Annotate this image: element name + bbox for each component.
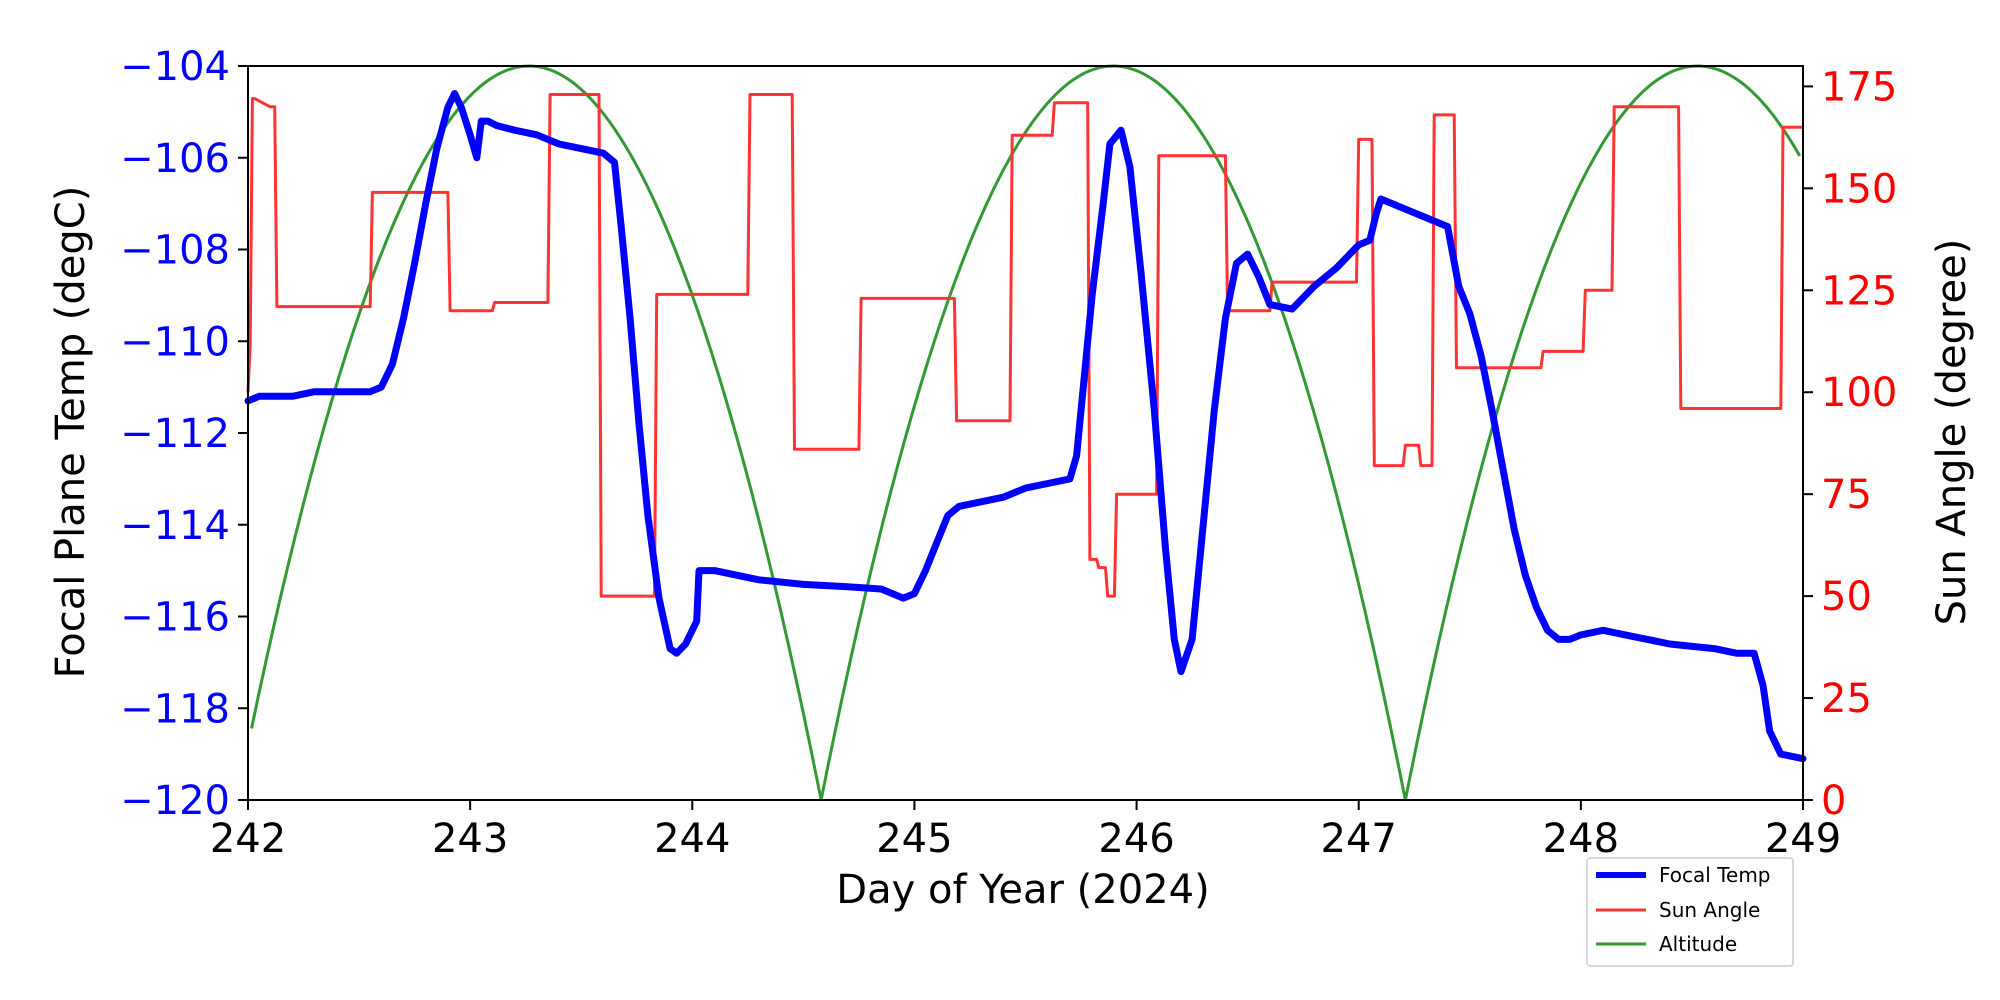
y-right-tick-label: 150 (1821, 166, 1897, 212)
x-tick-label: 249 (1765, 816, 1841, 862)
series-focal-temp-line (244, 90, 1807, 763)
y-right-tick-label: 75 (1821, 472, 1872, 518)
legend-box (1586, 857, 1794, 967)
y-left-tick-label: −116 (120, 595, 230, 641)
x-tick-label: 246 (1098, 816, 1174, 862)
x-tick-label: 248 (1543, 816, 1619, 862)
series-layer (244, 64, 1807, 801)
legend: Focal Temp Sun Angle Altitude (1586, 857, 1794, 967)
y-right-tick-label: 125 (1821, 268, 1897, 314)
x-tick-label: 245 (876, 816, 952, 862)
y-left-tick-label: −112 (120, 411, 230, 457)
axes-layer: 242 243 244 245 246 247 248 249 −120 −118 −116 −114… (120, 44, 1897, 862)
y-right-axis-title: Sun Angle (degree) (1929, 239, 1975, 626)
x-tick-label: 242 (210, 816, 286, 862)
x-tick-label: 243 (432, 816, 508, 862)
y-left-tick-label: −118 (120, 686, 230, 732)
x-tick-label: 247 (1321, 816, 1397, 862)
legend-label-altitude: Altitude (1659, 932, 1737, 956)
x-axis-title: Day of Year (2024) (836, 867, 1209, 913)
y-left-tick-label: −114 (120, 503, 230, 549)
y-right-tick-label: 0 (1821, 778, 1846, 824)
series-sun-angle-line (246, 93, 1803, 598)
y-left-tick-label: −104 (120, 44, 230, 90)
y-right-tick-label: 100 (1821, 370, 1897, 416)
y-right-tick-label: 175 (1821, 64, 1897, 110)
y-left-axis-title: Focal Plane Temp (degC) (48, 186, 94, 679)
y-right-tick-label: 50 (1821, 574, 1872, 620)
series-altitude-line (250, 64, 1802, 801)
y-right-tick-label: 25 (1821, 676, 1872, 722)
x-tick-label: 244 (654, 816, 730, 862)
y-left-tick-label: −108 (120, 228, 230, 274)
legend-label-sun: Sun Angle (1659, 898, 1760, 922)
y-left-tick-label: −120 (120, 778, 230, 824)
legend-label-focal: Focal Temp (1659, 863, 1771, 887)
y-left-tick-label: −110 (120, 319, 230, 365)
plot-frame (247, 65, 1804, 801)
y-left-tick-label: −106 (120, 136, 230, 182)
